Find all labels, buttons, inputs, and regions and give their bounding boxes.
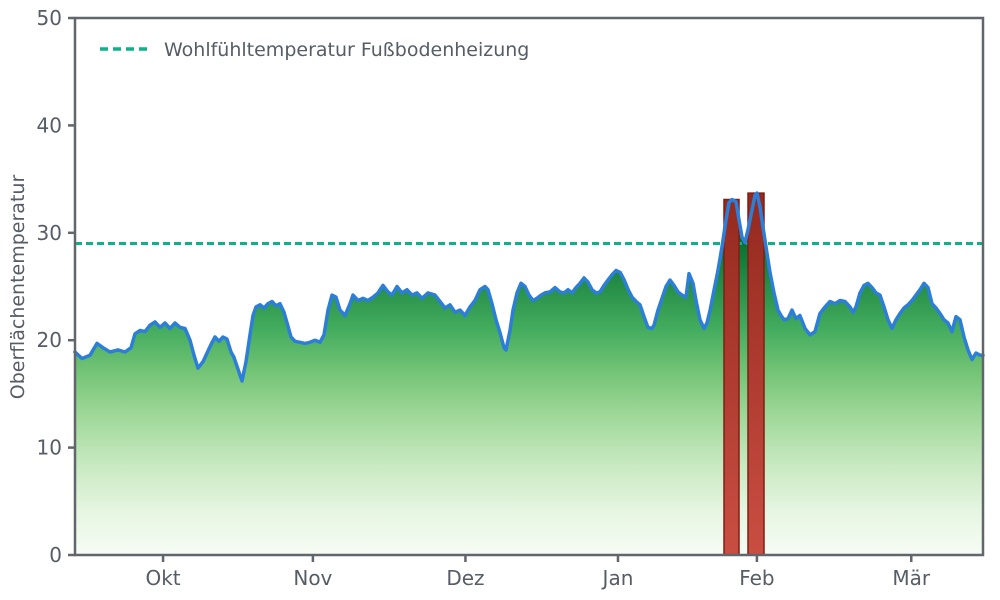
y-tick-label: 30	[37, 221, 62, 245]
y-axis-ticks: 0 10 20 30 40 50	[37, 6, 75, 567]
x-tick-label: Nov	[293, 566, 332, 590]
x-axis-ticks: Okt Nov Dez Jan Feb Mär	[145, 555, 931, 590]
y-tick-label: 0	[49, 543, 62, 567]
legend: Wohlfühltemperatur Fußbodenheizung	[100, 39, 529, 61]
y-tick-label: 20	[37, 328, 62, 352]
exceedance-bar	[723, 198, 740, 556]
x-tick-label: Dez	[446, 566, 484, 590]
y-axis-label: Oberflächentemperatur	[7, 175, 29, 400]
x-tick-label: Jan	[601, 566, 634, 590]
exceedance-bar	[747, 192, 765, 556]
y-tick-label: 50	[37, 6, 62, 30]
plot-border	[73, 16, 985, 557]
legend-label: Wohlfühltemperatur Fußbodenheizung	[164, 39, 529, 61]
y-tick-label: 10	[37, 436, 62, 460]
x-tick-label: Okt	[145, 566, 180, 590]
y-tick-label: 40	[37, 113, 62, 137]
x-tick-label: Mär	[892, 566, 931, 590]
x-tick-label: Feb	[739, 566, 774, 590]
temperature-area-fill	[75, 193, 983, 555]
exceedance-bars-group	[723, 192, 765, 556]
temperature-line	[73, 191, 985, 383]
